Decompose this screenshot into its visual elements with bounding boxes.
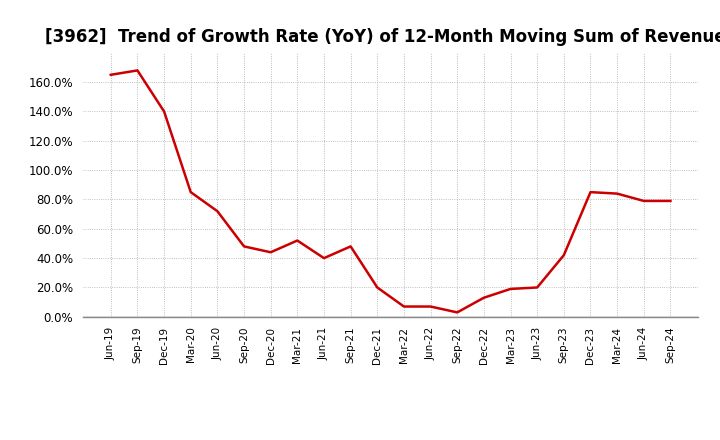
Title: [3962]  Trend of Growth Rate (YoY) of 12-Month Moving Sum of Revenues: [3962] Trend of Growth Rate (YoY) of 12-… [45,28,720,46]
